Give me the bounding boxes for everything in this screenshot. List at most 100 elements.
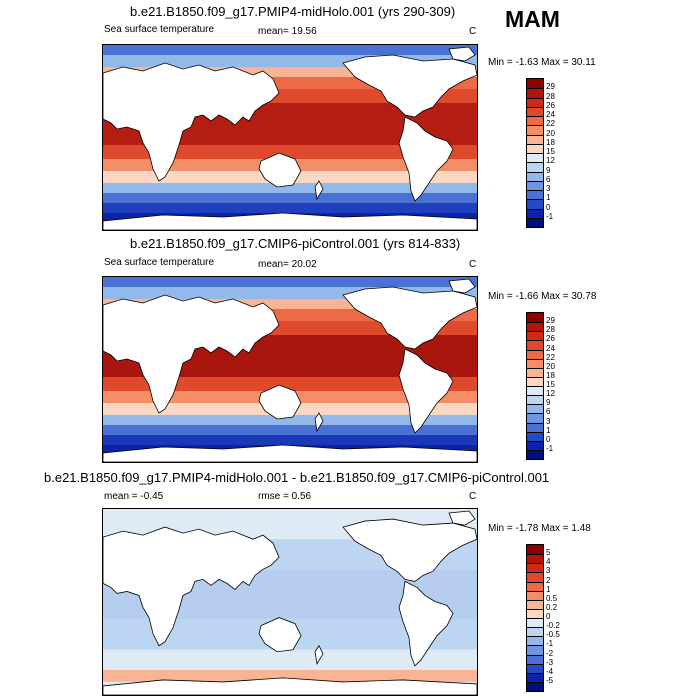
continent-outline (448, 278, 476, 294)
colorbar-swatch (527, 349, 543, 359)
continent-outline (398, 348, 454, 434)
colorbar-swatch (527, 106, 543, 116)
continent-outline (258, 384, 302, 420)
season-label: MAM (505, 6, 560, 32)
colorbar-tick-label: 6 (546, 174, 551, 184)
colorbar-tick-label: 24 (546, 110, 555, 119)
colorbar-tick-label: 1 (546, 193, 551, 203)
sst-band (103, 67, 477, 77)
continent-outline (103, 294, 280, 414)
continent-outline (258, 152, 302, 188)
colorbar-tick-label: 1 (546, 425, 551, 435)
continent-outline (103, 526, 280, 647)
continent-outline (103, 212, 477, 230)
colorbar-swatch (527, 672, 543, 682)
colorbar-tick-label: 24 (546, 343, 555, 353)
colorbar-swatch (527, 208, 543, 218)
colorbar-tick-label: 0 (546, 612, 551, 621)
continent-outline (314, 180, 324, 201)
colorbar-swatch (527, 572, 543, 582)
colorbar-tick-label: -1 (546, 211, 554, 221)
panel-1-map (102, 44, 478, 231)
sst-band (103, 299, 477, 309)
colorbar-tick-label: 5 (546, 548, 551, 558)
colorbar-tick-label: 20 (546, 128, 555, 138)
sst-band (103, 203, 477, 213)
colorbar-tick-label: 3 (546, 566, 551, 576)
colorbar-swatch (527, 386, 543, 396)
sst-band (103, 669, 477, 682)
colorbar-swatch (527, 395, 543, 405)
colorbar-swatch (527, 554, 543, 564)
colorbar-swatch (527, 313, 543, 323)
colorbar-tick-label: 4 (546, 557, 551, 567)
continent-outline (103, 444, 477, 462)
colorbar-tick-label: 12 (546, 156, 555, 166)
sst-band (103, 277, 477, 287)
colorbar-swatch (527, 116, 543, 126)
colorbar-tick-label: 28 (546, 91, 555, 101)
continent-outline (258, 617, 302, 653)
continent-outline (342, 286, 477, 350)
colorbar-tick-label: 3 (546, 184, 551, 193)
colorbar-tick-label: -5 (546, 675, 554, 685)
continent-outline (448, 46, 476, 62)
panel-2-mean: mean= 20.02 (258, 259, 317, 270)
colorbar-tick-label: 22 (546, 352, 555, 362)
colorbar-tick-label: 0.5 (546, 593, 558, 603)
continent-outline (448, 510, 476, 526)
panel-2-variable: Sea surface temperature (104, 257, 215, 268)
colorbar-swatch (527, 199, 543, 209)
panel-1-mean: mean= 19.56 (258, 26, 317, 37)
panel-2-unit: C (469, 259, 477, 270)
colorbar-tick-label: 29 (546, 316, 555, 326)
colorbar-swatch (527, 581, 543, 591)
continent-outline (398, 580, 454, 667)
colorbar-tick-label: 26 (546, 334, 555, 344)
colorbar-swatch (527, 422, 543, 432)
colorbar-tick-label: 0 (546, 202, 551, 212)
colorbar-swatch (527, 599, 543, 609)
colorbar-swatch (527, 180, 543, 190)
sst-band (103, 183, 477, 193)
colorbar-tick-label: 26 (546, 100, 555, 110)
panel-3-title: b.e21.B1850.f09_g17.PMIP4-midHolo.001 - … (44, 470, 550, 485)
panel-3-minmax: Min = -1.78 Max = 1.48 (488, 523, 591, 534)
colorbar-tick-label: -1 (546, 639, 554, 649)
panel-2-title: b.e21.B1850.f09_g17.CMIP6-piControl.001 … (130, 236, 461, 251)
panel-3-unit: C (469, 491, 477, 502)
colorbar-swatch (527, 125, 543, 135)
panel-3-mean: mean = -0.45 (104, 491, 164, 502)
panel-2-colorbar (526, 312, 544, 460)
panel-2-map (102, 276, 478, 463)
sst-band (103, 649, 477, 670)
colorbar-swatch (527, 153, 543, 163)
panel-3-colorbar (526, 544, 544, 692)
panel-1-title: b.e21.B1850.f09_g17.PMIP4-midHolo.001 (y… (130, 4, 456, 19)
sst-band (103, 377, 477, 391)
colorbar-swatch (527, 413, 543, 423)
colorbar-tick-label: -1 (546, 443, 554, 453)
colorbar-swatch (527, 618, 543, 628)
colorbar-tick-label: 18 (546, 137, 555, 147)
colorbar-swatch (527, 162, 543, 172)
colorbar-swatch (527, 590, 543, 600)
panel-1-colorbar (526, 78, 544, 228)
colorbar-swatch (527, 681, 543, 691)
colorbar-tick-label: 1 (546, 584, 551, 594)
colorbar-swatch (527, 645, 543, 655)
panel-1-minmax: Min = -1.63 Max = 30.11 (488, 57, 596, 68)
colorbar-tick-label: 15 (546, 147, 555, 156)
panel-3-map (102, 508, 478, 696)
panel-1-variable: Sea surface temperature (104, 24, 215, 35)
colorbar-swatch (527, 171, 543, 181)
colorbar-tick-label: 18 (546, 370, 555, 380)
sst-band (103, 145, 477, 159)
colorbar-swatch (527, 97, 543, 107)
sst-band (103, 415, 477, 425)
continent-outline (342, 518, 477, 582)
colorbar-swatch (527, 367, 543, 377)
colorbar-tick-label: 9 (546, 398, 551, 408)
colorbar-swatch (527, 654, 543, 664)
colorbar-swatch (527, 79, 543, 89)
